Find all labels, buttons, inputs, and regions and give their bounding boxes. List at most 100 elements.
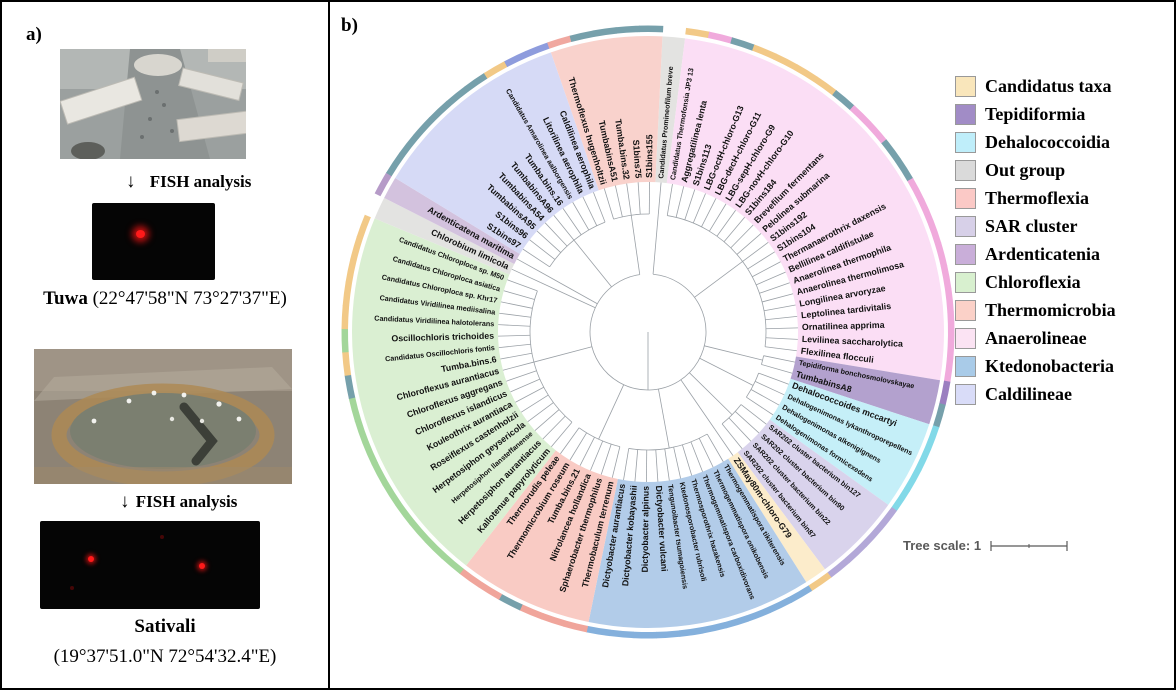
legend-item: Thermomicrobia [955,299,1116,321]
tree-branch [721,423,743,449]
sector-tepidiformia [790,356,941,425]
ring-segment [639,25,664,33]
ring-segment [344,374,356,399]
tree-branch [736,233,762,255]
tree-branch [689,372,733,416]
tree-branch [758,372,789,385]
tree-branch [623,448,630,481]
legend-swatch [955,187,976,209]
sector-chloroflexia [351,218,556,566]
tree-branch [762,293,794,303]
ring-segment [399,134,419,158]
ring-segment [592,27,618,37]
tree-branch [560,427,580,454]
fish-image-tuwa [92,203,215,280]
tree-scale-label: Tree scale: 1 [903,538,982,553]
tree-branch [765,346,797,352]
sector-dehalococcoidia [769,378,930,505]
fish-signal-dot [199,563,205,569]
ring-segment [767,596,792,614]
legend-item: Candidatus taxa [955,75,1116,97]
tree-branch [752,261,781,278]
taxon-label: Oscillochloris trichoides [391,331,494,344]
tree-branch [579,436,595,466]
ring-segment [877,506,897,530]
legend-swatch [955,103,976,125]
ring-segment [362,440,378,466]
ring-segment [946,334,955,360]
ring-segment [356,214,372,239]
tree-branch [522,248,550,268]
ring-segment [934,242,948,268]
tree-branch [730,224,754,249]
tree-branch [666,183,673,216]
sector-caldilineae [395,52,599,254]
ring-segment [441,553,464,574]
ring-segment [586,625,611,637]
tree-scale-bar [990,540,1068,551]
ring-segment [907,177,925,203]
tree-branch [600,443,612,475]
tree-branch [664,448,670,481]
panel-a: a) ↓ FISH analysis [2,2,328,688]
tree-branch [657,182,662,215]
ring-segment [563,620,589,633]
site-name-sativali: Sativali [134,616,196,637]
taxon-label: Levilinea saccharolytica [802,334,904,349]
ring-segment [374,172,392,197]
tree-branch [747,251,775,270]
legend-swatch [955,271,976,293]
tree-branch [694,261,743,298]
ring-segment [569,30,595,42]
ring-segment [632,631,657,639]
legend-swatch [955,327,976,349]
tree-branch [498,334,531,337]
tree-branch [603,188,614,220]
tree-branch [742,242,769,262]
tree-branch [573,239,612,288]
legend: Candidatus taxa Tepidiformia Dehalococcoid… [955,75,1116,405]
sector-sar [737,419,889,570]
ring-segment [943,357,954,383]
tree-branch [553,215,575,241]
tree-branch [569,432,587,461]
sector-ktedonobacteria [588,458,807,629]
taxon-label: S1bins75 [631,139,644,178]
site-coords-tuwa: (22°47'58"N 73°27'37"E) [92,288,287,309]
fish-analysis-caption-2: ↓ FISH analysis [120,491,238,512]
legend-item: Ktedonobacteria [955,355,1116,377]
ring-segment [918,198,934,224]
site-caption-tuwa: Tuwa (22°47'58"N 73°27'37"E) [2,288,328,310]
tree-branch [716,210,736,237]
tree-branch [521,394,549,413]
tree-branch [682,444,693,476]
sector-ardenticatenia [384,178,520,265]
ring-segment [752,44,777,60]
legend-item: Caldilineae [955,383,1116,405]
ring-segment [547,35,572,49]
tree-branch [690,441,703,472]
fish-signal-dot [136,230,145,238]
ring-segment [395,501,415,525]
ring-segment [915,446,932,472]
legend-item: Out group [955,159,1116,181]
tree-branch [701,198,717,228]
sector-thermomicrobia [466,450,618,622]
ring-segment [341,328,349,353]
tree-branch [652,214,659,275]
tree-branch [544,274,598,305]
sector-candidatus [728,452,825,583]
tree-branch [544,222,568,247]
legend-label: Thermomicrobia [985,300,1116,320]
ring-segment [386,152,405,177]
ring-segment [342,281,353,307]
ring-segment [746,606,771,622]
legend-swatch [955,215,976,237]
tree-branch [614,185,623,217]
site-name-tuwa: Tuwa [43,288,88,309]
ring-segment [701,622,727,634]
ring-segment [341,304,350,330]
tree-branch [500,352,533,360]
tree-branch [740,404,767,425]
